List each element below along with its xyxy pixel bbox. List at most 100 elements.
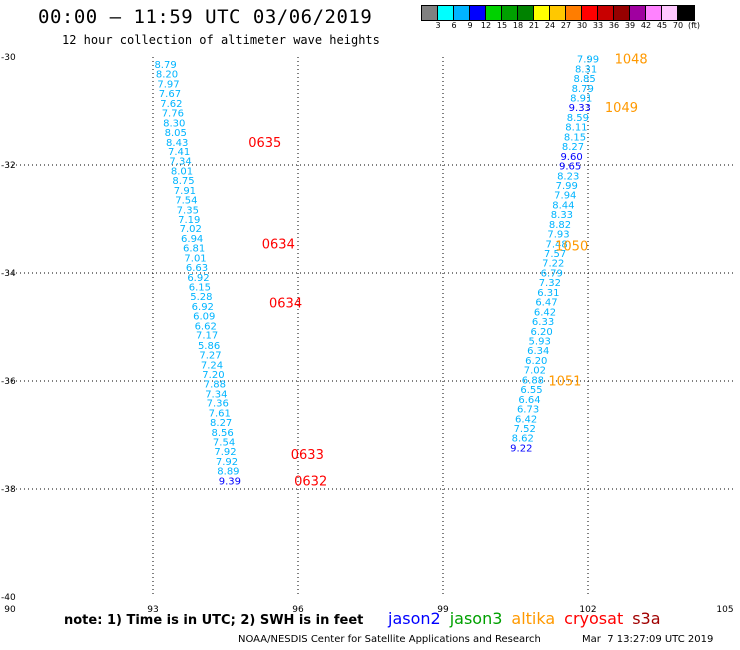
data-label: 6.92	[187, 273, 209, 284]
data-label: 7.34	[169, 157, 191, 168]
data-label: 8.59	[567, 113, 589, 124]
data-label: 8.85	[574, 74, 596, 85]
data-label: 5.93	[529, 337, 551, 348]
data-label: 8.30	[163, 118, 185, 129]
data-label: 8.79	[154, 60, 176, 71]
legend-item-jason2: jason2	[388, 609, 441, 628]
data-label: 6.62	[195, 321, 217, 332]
color-swatch	[662, 6, 678, 20]
data-label: 6.88	[522, 375, 544, 386]
data-label: 5.28	[190, 292, 212, 303]
data-label: 7.92	[214, 447, 236, 458]
data-label: 6.81	[183, 244, 205, 255]
data-label: 9.33	[569, 103, 591, 114]
color-scale-label: 39	[624, 21, 636, 30]
data-label: 7.54	[175, 196, 197, 207]
color-swatch	[486, 6, 502, 20]
data-label: 8.43	[166, 138, 188, 149]
x-tick-label: 102	[579, 605, 596, 615]
data-label: 8.27	[210, 418, 232, 429]
y-tick-label: -40	[1, 593, 16, 603]
data-label: 7.67	[159, 89, 181, 100]
color-scale-label: 33	[592, 21, 604, 30]
data-label: 7.62	[160, 99, 182, 110]
data-label: 7.41	[168, 147, 190, 158]
data-label: 9.22	[510, 443, 532, 454]
data-label: 7.36	[207, 399, 229, 410]
data-label: 6.94	[181, 234, 203, 245]
data-label: 8.91	[570, 94, 592, 105]
time-label: 1051	[548, 374, 581, 389]
color-swatch	[502, 6, 518, 20]
color-scale-label: 6	[451, 21, 457, 30]
color-scale-label: 24	[544, 21, 556, 30]
data-label: 9.65	[559, 162, 581, 173]
data-label: 8.82	[549, 220, 571, 231]
data-label: 6.20	[530, 327, 552, 338]
data-label: 7.35	[177, 205, 199, 216]
color-scale-label: 12	[480, 21, 492, 30]
y-tick-label: -30	[1, 53, 16, 63]
color-scale-label: 18	[512, 21, 524, 30]
y-tick-label: -38	[1, 485, 16, 495]
data-label: 7.01	[184, 253, 206, 264]
color-swatch	[582, 6, 598, 20]
page-title: 00:00 – 11:59 UTC 03/06/2019	[38, 6, 373, 28]
data-label: 6.64	[518, 395, 540, 406]
data-label: 7.48	[545, 239, 567, 250]
data-label: 7.88	[204, 380, 226, 391]
data-label: 8.01	[171, 166, 193, 177]
data-label: 7.91	[174, 186, 196, 197]
data-label: 7.99	[556, 181, 578, 192]
data-label: 7.17	[196, 331, 218, 342]
color-scale-label: 70	[672, 21, 684, 30]
y-tick-label: -32	[1, 161, 16, 171]
satellite-legend: jason2 jason3 altika cryosat s3a	[388, 609, 661, 628]
color-swatch	[438, 6, 454, 20]
color-swatch	[422, 6, 438, 20]
color-scale-label: 3	[435, 21, 441, 30]
color-swatch	[614, 6, 630, 20]
color-swatch	[534, 6, 550, 20]
data-label: 6.42	[534, 307, 556, 318]
legend-item-jason3: jason3	[449, 609, 503, 628]
data-label: 7.32	[539, 278, 561, 289]
color-scale-label: 21	[528, 21, 540, 30]
data-label: 6.73	[517, 405, 539, 416]
color-scale-label: 9	[467, 21, 473, 30]
data-label: 6.31	[537, 288, 559, 299]
data-label: 7.20	[202, 370, 224, 381]
data-label: 7.24	[201, 360, 223, 371]
time-label: 1050	[555, 239, 588, 254]
data-label: 7.34	[205, 389, 227, 400]
color-scale-label: 45	[656, 21, 668, 30]
data-label: 8.79	[572, 84, 594, 95]
note-text: note: 1) Time is in UTC; 2) SWH is in fe…	[64, 613, 364, 628]
data-label: 8.27	[562, 142, 584, 153]
x-tick-label: 105	[716, 605, 733, 615]
time-label: 0634	[262, 237, 295, 252]
data-label: 8.11	[565, 123, 587, 134]
time-label: 0633	[291, 448, 324, 463]
x-tick-label: 99	[437, 605, 449, 615]
legend-item-altika: altika	[511, 609, 556, 628]
color-swatch	[518, 6, 534, 20]
color-scale-label: 15	[496, 21, 508, 30]
data-label: 8.89	[217, 467, 239, 478]
y-tick-label: -34	[1, 269, 16, 279]
color-swatch	[646, 6, 662, 20]
color-scale-label: 42	[640, 21, 652, 30]
data-label: 7.22	[542, 259, 564, 270]
color-swatch	[598, 6, 614, 20]
x-tick-label: 90	[4, 605, 16, 615]
data-label: 8.23	[557, 171, 579, 182]
data-label: 6.55	[520, 385, 542, 396]
data-label: 6.15	[189, 283, 211, 294]
legend-item-cryosat: cryosat	[564, 609, 624, 628]
data-label: 6.33	[532, 317, 554, 328]
time-label: 0635	[248, 136, 281, 151]
data-label: 8.33	[551, 210, 573, 221]
data-label: 7.92	[216, 457, 238, 468]
